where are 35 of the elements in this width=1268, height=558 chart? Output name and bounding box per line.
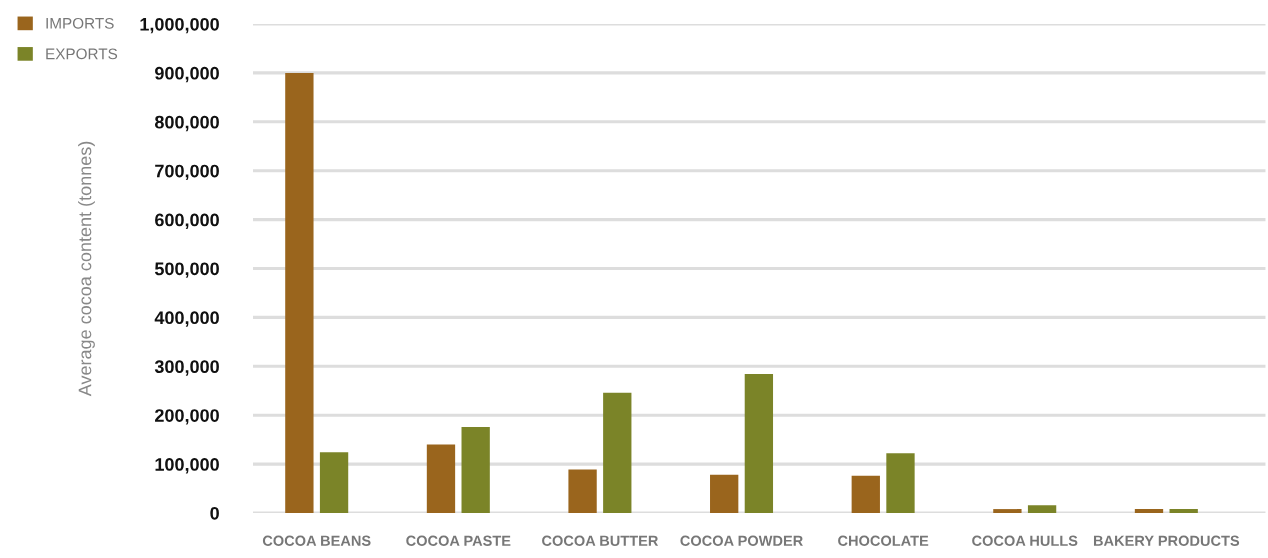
bar (993, 509, 1022, 513)
legend-label: EXPORTS (46, 48, 118, 60)
bar (1169, 509, 1198, 513)
y-tick-label: 700,000 (155, 164, 219, 181)
bar (1134, 509, 1164, 513)
y-axis-title: Average cocoa content (tonnes) (78, 141, 95, 397)
y-tick-label: 0 (210, 506, 219, 520)
x-tick-label: COCOA BEANS (262, 535, 371, 546)
bar (710, 474, 739, 513)
legend-label: IMPORTS (46, 17, 114, 29)
y-tick-label: 200,000 (155, 409, 219, 425)
bar (319, 452, 349, 513)
y-tick-label: 100,000 (155, 458, 219, 474)
bar (886, 453, 915, 513)
y-tick-label: 900,000 (155, 66, 219, 83)
bar (603, 392, 632, 513)
bar (851, 475, 880, 513)
y-tick-label: 300,000 (154, 360, 219, 376)
x-tick-label: COCOA BUTTER (542, 535, 659, 546)
bar (285, 72, 314, 513)
bar (1027, 505, 1057, 513)
bar (568, 469, 597, 513)
bar (744, 374, 774, 513)
y-tick-label: 500,000 (154, 262, 219, 278)
y-tick-label: 400,000 (154, 311, 219, 327)
y-tick-label: 600,000 (155, 213, 219, 229)
y-tick-label: 800,000 (154, 115, 219, 132)
bar (461, 426, 490, 513)
x-tick-label: BAKERY PRODUCTS (1093, 535, 1240, 546)
y-tick-label: 1,000,000 (140, 17, 219, 34)
x-tick-label: CHOCOLATE (838, 535, 929, 546)
x-tick-label: COCOA POWDER (680, 535, 803, 546)
x-tick-label: COCOA HULLS (972, 535, 1078, 546)
x-tick-label: COCOA PASTE (406, 535, 511, 546)
bar (426, 444, 456, 513)
